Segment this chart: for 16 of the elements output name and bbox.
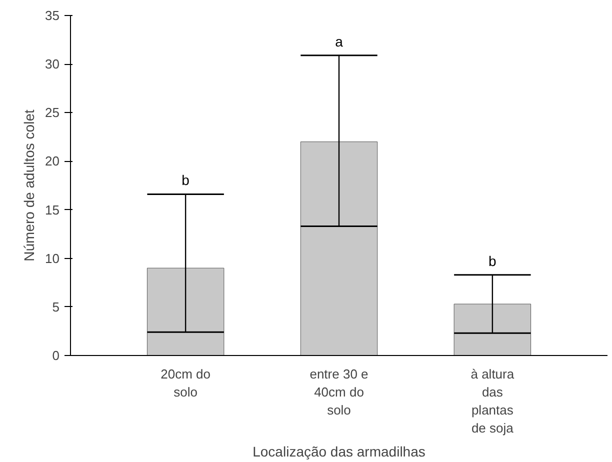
y-tick-label: 0 bbox=[52, 348, 60, 363]
y-tick-label: 5 bbox=[52, 299, 60, 314]
annotation: b bbox=[182, 172, 190, 188]
y-tick-label: 25 bbox=[45, 105, 60, 120]
y-tick-label: 35 bbox=[45, 8, 60, 23]
y-tick-label: 20 bbox=[45, 154, 60, 169]
x-axis-title: Localização das armadilhas bbox=[252, 444, 426, 460]
x-tick-label: entre 30 e 40cm do solo bbox=[310, 366, 368, 418]
y-axis-title: Número de adultos colet bbox=[21, 110, 38, 262]
annotation: a bbox=[335, 33, 344, 50]
y-tick-label: 15 bbox=[45, 202, 60, 218]
y-tick-label: 10 bbox=[45, 250, 60, 266]
y-tick-label: 30 bbox=[45, 56, 60, 72]
x-tick-label: 20cm do solo bbox=[160, 366, 211, 400]
x-tick-label: à altura das plantas de soja bbox=[470, 366, 515, 436]
annotation: b bbox=[488, 252, 497, 269]
